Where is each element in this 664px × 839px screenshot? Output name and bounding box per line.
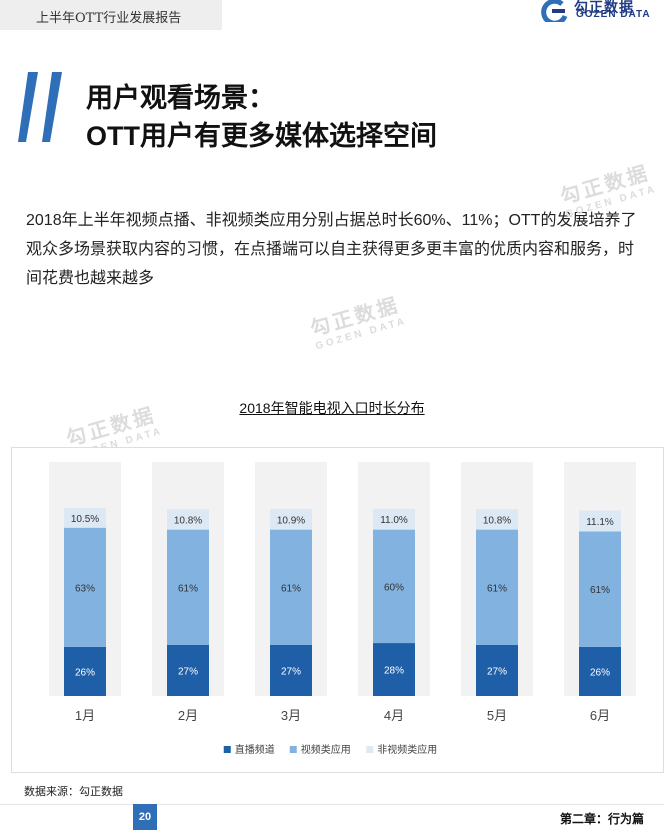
bar-segment — [579, 646, 621, 696]
bar-segment — [373, 508, 415, 530]
stacked-bar-chart: 26% 63% 10.5% 1月 27% 61% 10.8% 2月 27% 61% 10.9% 3月 2… — [49, 462, 636, 756]
gozen-logo-icon — [541, 0, 568, 26]
data-label: 61% — [590, 585, 610, 596]
bar-segment — [373, 529, 415, 644]
legend-swatch — [366, 746, 374, 753]
data-label: 61% — [487, 583, 507, 594]
x-tick-label: 3月 — [281, 708, 301, 723]
bar-segment — [579, 531, 621, 647]
chart-title: 2018年智能电视入口时长分布 — [239, 400, 425, 416]
legend-label: 直播频道 — [235, 743, 275, 756]
chart-title-wrap: 2018年智能电视入口时长分布 — [0, 398, 664, 418]
data-label: 26% — [590, 667, 610, 678]
data-label: 10.8% — [174, 515, 202, 526]
data-label: 11.0% — [380, 515, 408, 526]
header-bar: 上半年OTT行业发展报告 — [0, 0, 222, 30]
page-number: 20 — [133, 804, 157, 830]
footer-divider — [0, 804, 664, 805]
data-label: 11.1% — [586, 517, 614, 528]
report-title: 上半年OTT行业发展报告 — [36, 11, 182, 26]
data-label: 27% — [178, 666, 198, 677]
x-tick-label: 5月 — [487, 708, 507, 723]
intro-paragraph: 2018年上半年视频点播、非视频类应用分别占据总时长60%、11%；OTT的发展… — [26, 212, 637, 287]
x-tick-label: 6月 — [590, 708, 610, 723]
data-label: 61% — [281, 583, 301, 594]
data-label: 27% — [281, 666, 301, 677]
x-tick-label: 1月 — [75, 708, 95, 723]
gozen-logo: 勾正数据 GOZEN DATA — [534, 0, 664, 26]
bar-segment — [64, 507, 106, 528]
logo-name: 勾正数据 — [574, 0, 634, 15]
bar-segment — [476, 509, 518, 530]
page-title-line2: OTT用户有更多媒体选择空间 — [86, 121, 437, 151]
legend-swatch — [289, 746, 297, 753]
legend-label: 视频类应用 — [301, 743, 351, 756]
bar-segment — [270, 508, 312, 530]
data-label: 27% — [487, 666, 507, 677]
chart-frame: 26% 63% 10.5% 1月 27% 61% 10.8% 2月 27% 61% 10.9% 3月 2… — [11, 447, 664, 773]
watermark: 勾正数据 GOZEN DATA — [306, 288, 409, 353]
bar-segment — [64, 646, 106, 696]
page-title-line1: 用户观看场景： — [86, 83, 275, 113]
bar-segment — [64, 527, 106, 647]
data-label: 10.9% — [277, 515, 305, 526]
legend-label: 非视频类应用 — [377, 743, 437, 756]
bar-segment — [373, 643, 415, 696]
bar-segment — [167, 644, 209, 696]
data-source: 数据来源：勾正数据 — [24, 786, 123, 798]
data-label: 63% — [75, 583, 95, 594]
data-label: 61% — [178, 583, 198, 594]
legend-swatch — [223, 746, 231, 753]
data-label: 10.5% — [71, 514, 99, 525]
bar-segment — [167, 509, 209, 530]
bar-segment — [167, 529, 209, 645]
watermark-subtext: GOZEN DATA — [314, 315, 409, 353]
chapter-label: 第二章：行为篇 — [560, 812, 645, 826]
bar-segment — [270, 644, 312, 696]
x-tick-label: 4月 — [384, 708, 404, 723]
bar-segment — [270, 529, 312, 645]
data-label: 26% — [75, 667, 95, 678]
watermark-text: 勾正数据 — [307, 294, 403, 341]
logo-subtitle: GOZEN DATA — [576, 9, 651, 20]
data-label: 10.8% — [483, 515, 511, 526]
bar-segment — [476, 644, 518, 696]
bar-segment — [579, 510, 621, 532]
data-label: 60% — [384, 582, 404, 593]
data-label: 28% — [384, 666, 404, 677]
double-slash-icon — [18, 72, 62, 142]
watermark-text: 勾正数据 — [557, 162, 653, 209]
bar-segment — [476, 529, 518, 645]
x-tick-label: 2月 — [178, 708, 198, 723]
